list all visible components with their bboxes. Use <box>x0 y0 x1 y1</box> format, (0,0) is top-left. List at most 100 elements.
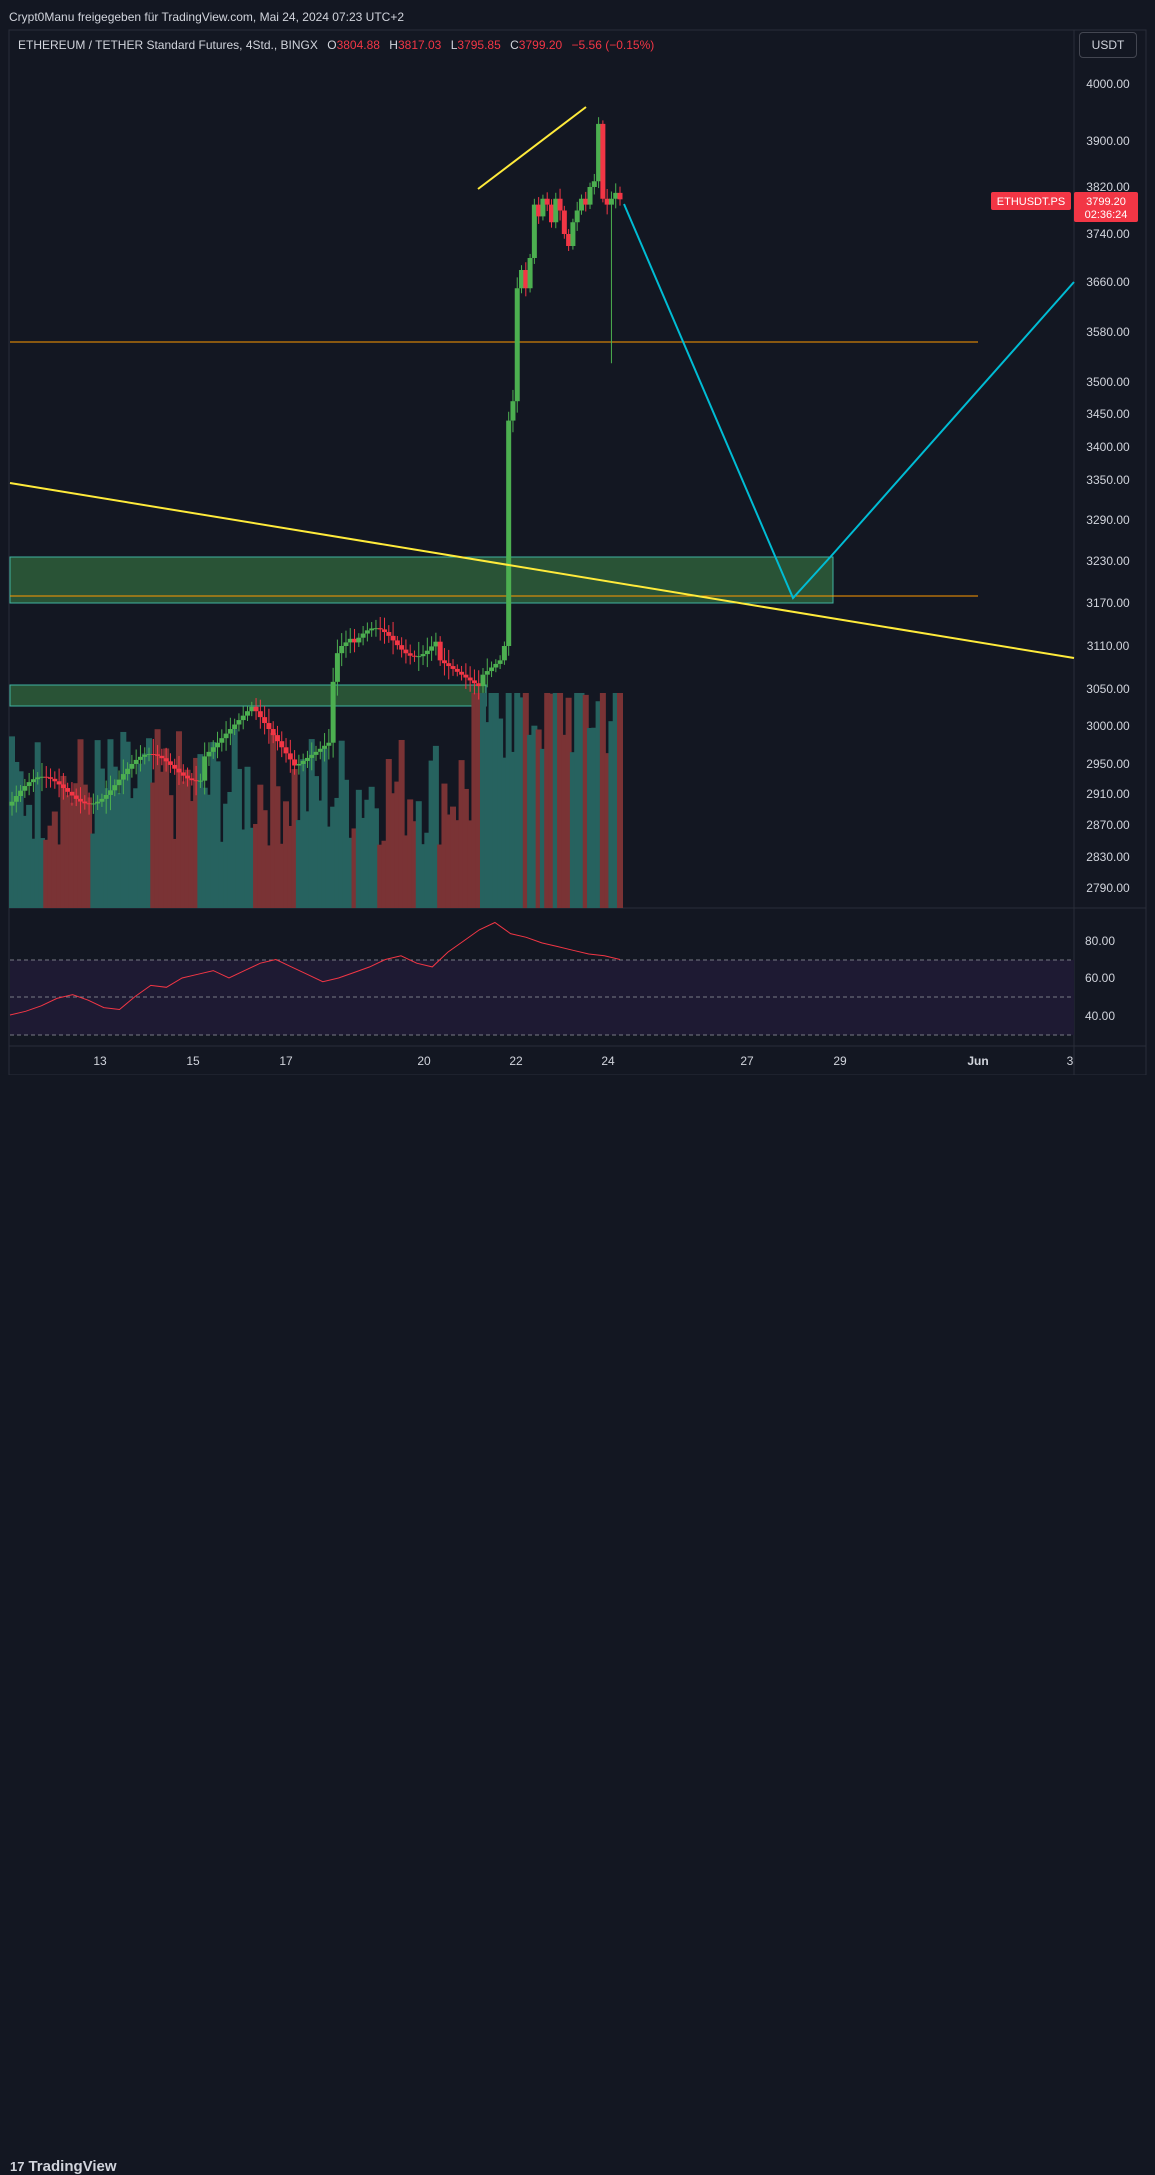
volume-bar <box>595 701 602 908</box>
candle-body <box>390 635 396 641</box>
tradingview-logo[interactable]: 17 TradingView <box>10 2158 117 2175</box>
volume-bar <box>557 693 564 908</box>
candle-body <box>287 753 293 760</box>
candle-body <box>570 222 576 246</box>
volume-bar <box>492 693 499 908</box>
candle-body <box>373 628 379 630</box>
volume-bar <box>90 833 97 908</box>
candle-body <box>167 761 173 765</box>
high-label: H <box>389 38 398 52</box>
tradingview-logo-text: TradingView <box>28 2158 117 2175</box>
candle-body <box>394 640 400 646</box>
volume-bar <box>548 693 555 908</box>
volume-bar <box>445 814 452 908</box>
time-tick-label: 15 <box>186 1054 200 1068</box>
candlesticks <box>9 117 623 816</box>
time-tick-label: Jun <box>967 1054 988 1068</box>
candle-body <box>416 656 422 658</box>
volume-bar <box>604 753 611 908</box>
volume-bar <box>9 736 15 908</box>
candle-body <box>480 674 486 687</box>
time-tick-label: 3 <box>1067 1054 1074 1068</box>
candle-body <box>411 655 417 657</box>
candle-body <box>210 747 216 752</box>
volume-bar <box>274 786 281 908</box>
candle-body <box>266 723 272 730</box>
candle-body <box>322 745 328 749</box>
volume-bar <box>38 838 45 908</box>
volume-bar <box>154 729 161 908</box>
candle-body <box>441 660 447 664</box>
candle-body <box>326 742 332 746</box>
volume-bar <box>450 806 457 908</box>
time-tick-label: 17 <box>279 1054 293 1068</box>
volume-bar <box>351 828 358 908</box>
candle-body <box>613 192 619 199</box>
candle-body <box>48 777 54 779</box>
volume-bar <box>591 727 598 908</box>
candle-body <box>30 779 36 783</box>
volume-bar <box>111 766 118 908</box>
symbol-badge-text: ETHUSDT.PS <box>997 196 1065 208</box>
open-label: O <box>327 38 337 52</box>
candle-body <box>133 759 139 764</box>
candle-body <box>150 754 156 756</box>
candle-body <box>283 747 289 754</box>
candle-body <box>163 758 169 762</box>
candle-body <box>510 401 516 421</box>
candle-body <box>536 204 542 217</box>
time-tick-label: 13 <box>93 1054 107 1068</box>
candle-body <box>420 654 426 657</box>
rsi-tick-label: 40.00 <box>1085 1009 1115 1023</box>
candle-body <box>364 630 370 634</box>
candle-body <box>339 646 345 654</box>
volume-bar <box>479 693 486 908</box>
volume-bar <box>116 792 123 908</box>
rsi-tick-label: 60.00 <box>1085 971 1115 985</box>
candle-body <box>471 680 477 684</box>
chart-canvas[interactable]: 4000.00 3900.00 3820.00 3740.00 3660.00 3580.… <box>0 0 1155 1110</box>
candle-body <box>399 645 405 650</box>
volume-bar <box>599 693 606 908</box>
volume-bar <box>43 839 50 908</box>
volume-bar <box>574 693 581 908</box>
time-tick-label: 20 <box>417 1054 431 1068</box>
candle-body <box>403 649 409 654</box>
candle-body <box>52 778 58 782</box>
candle-body <box>95 801 101 804</box>
candle-body <box>120 774 126 780</box>
volume-bar <box>270 732 277 908</box>
candle-body <box>56 781 62 785</box>
price-tick-label: 2910.00 <box>1086 787 1130 801</box>
candle-body <box>591 181 597 187</box>
volume-bar <box>420 844 427 908</box>
currency-button[interactable]: USDT <box>1079 32 1137 58</box>
volume-bar <box>535 729 542 908</box>
symbol-legend: ETHEREUM / TETHER Standard Futures, 4Std… <box>18 38 654 52</box>
candle-body <box>189 778 195 781</box>
volume-bar <box>587 727 594 908</box>
volume-bar <box>565 697 572 908</box>
candle-body <box>304 757 310 761</box>
volume-bar <box>402 835 409 908</box>
volume-bar <box>98 768 105 908</box>
candle-body <box>382 629 388 633</box>
candle-body <box>347 638 353 643</box>
volume-bar <box>261 810 268 908</box>
volume-bar <box>518 697 525 908</box>
volume-bar <box>64 795 71 908</box>
volume-bar <box>291 769 298 908</box>
candle-body <box>506 420 512 646</box>
candle-body <box>386 632 392 636</box>
candle-body <box>424 650 430 655</box>
price-tick-label: 2830.00 <box>1086 850 1130 864</box>
volume-bar <box>415 801 422 908</box>
volume-bar <box>205 794 212 908</box>
candle-body <box>587 187 593 205</box>
volume-bar <box>30 838 37 908</box>
candle-body <box>596 123 602 182</box>
volume-bar <box>265 845 272 908</box>
symbol-title: ETHEREUM / TETHER Standard Futures, 4Std… <box>18 38 318 52</box>
candle-body <box>489 667 495 672</box>
volume-bar <box>278 843 285 908</box>
